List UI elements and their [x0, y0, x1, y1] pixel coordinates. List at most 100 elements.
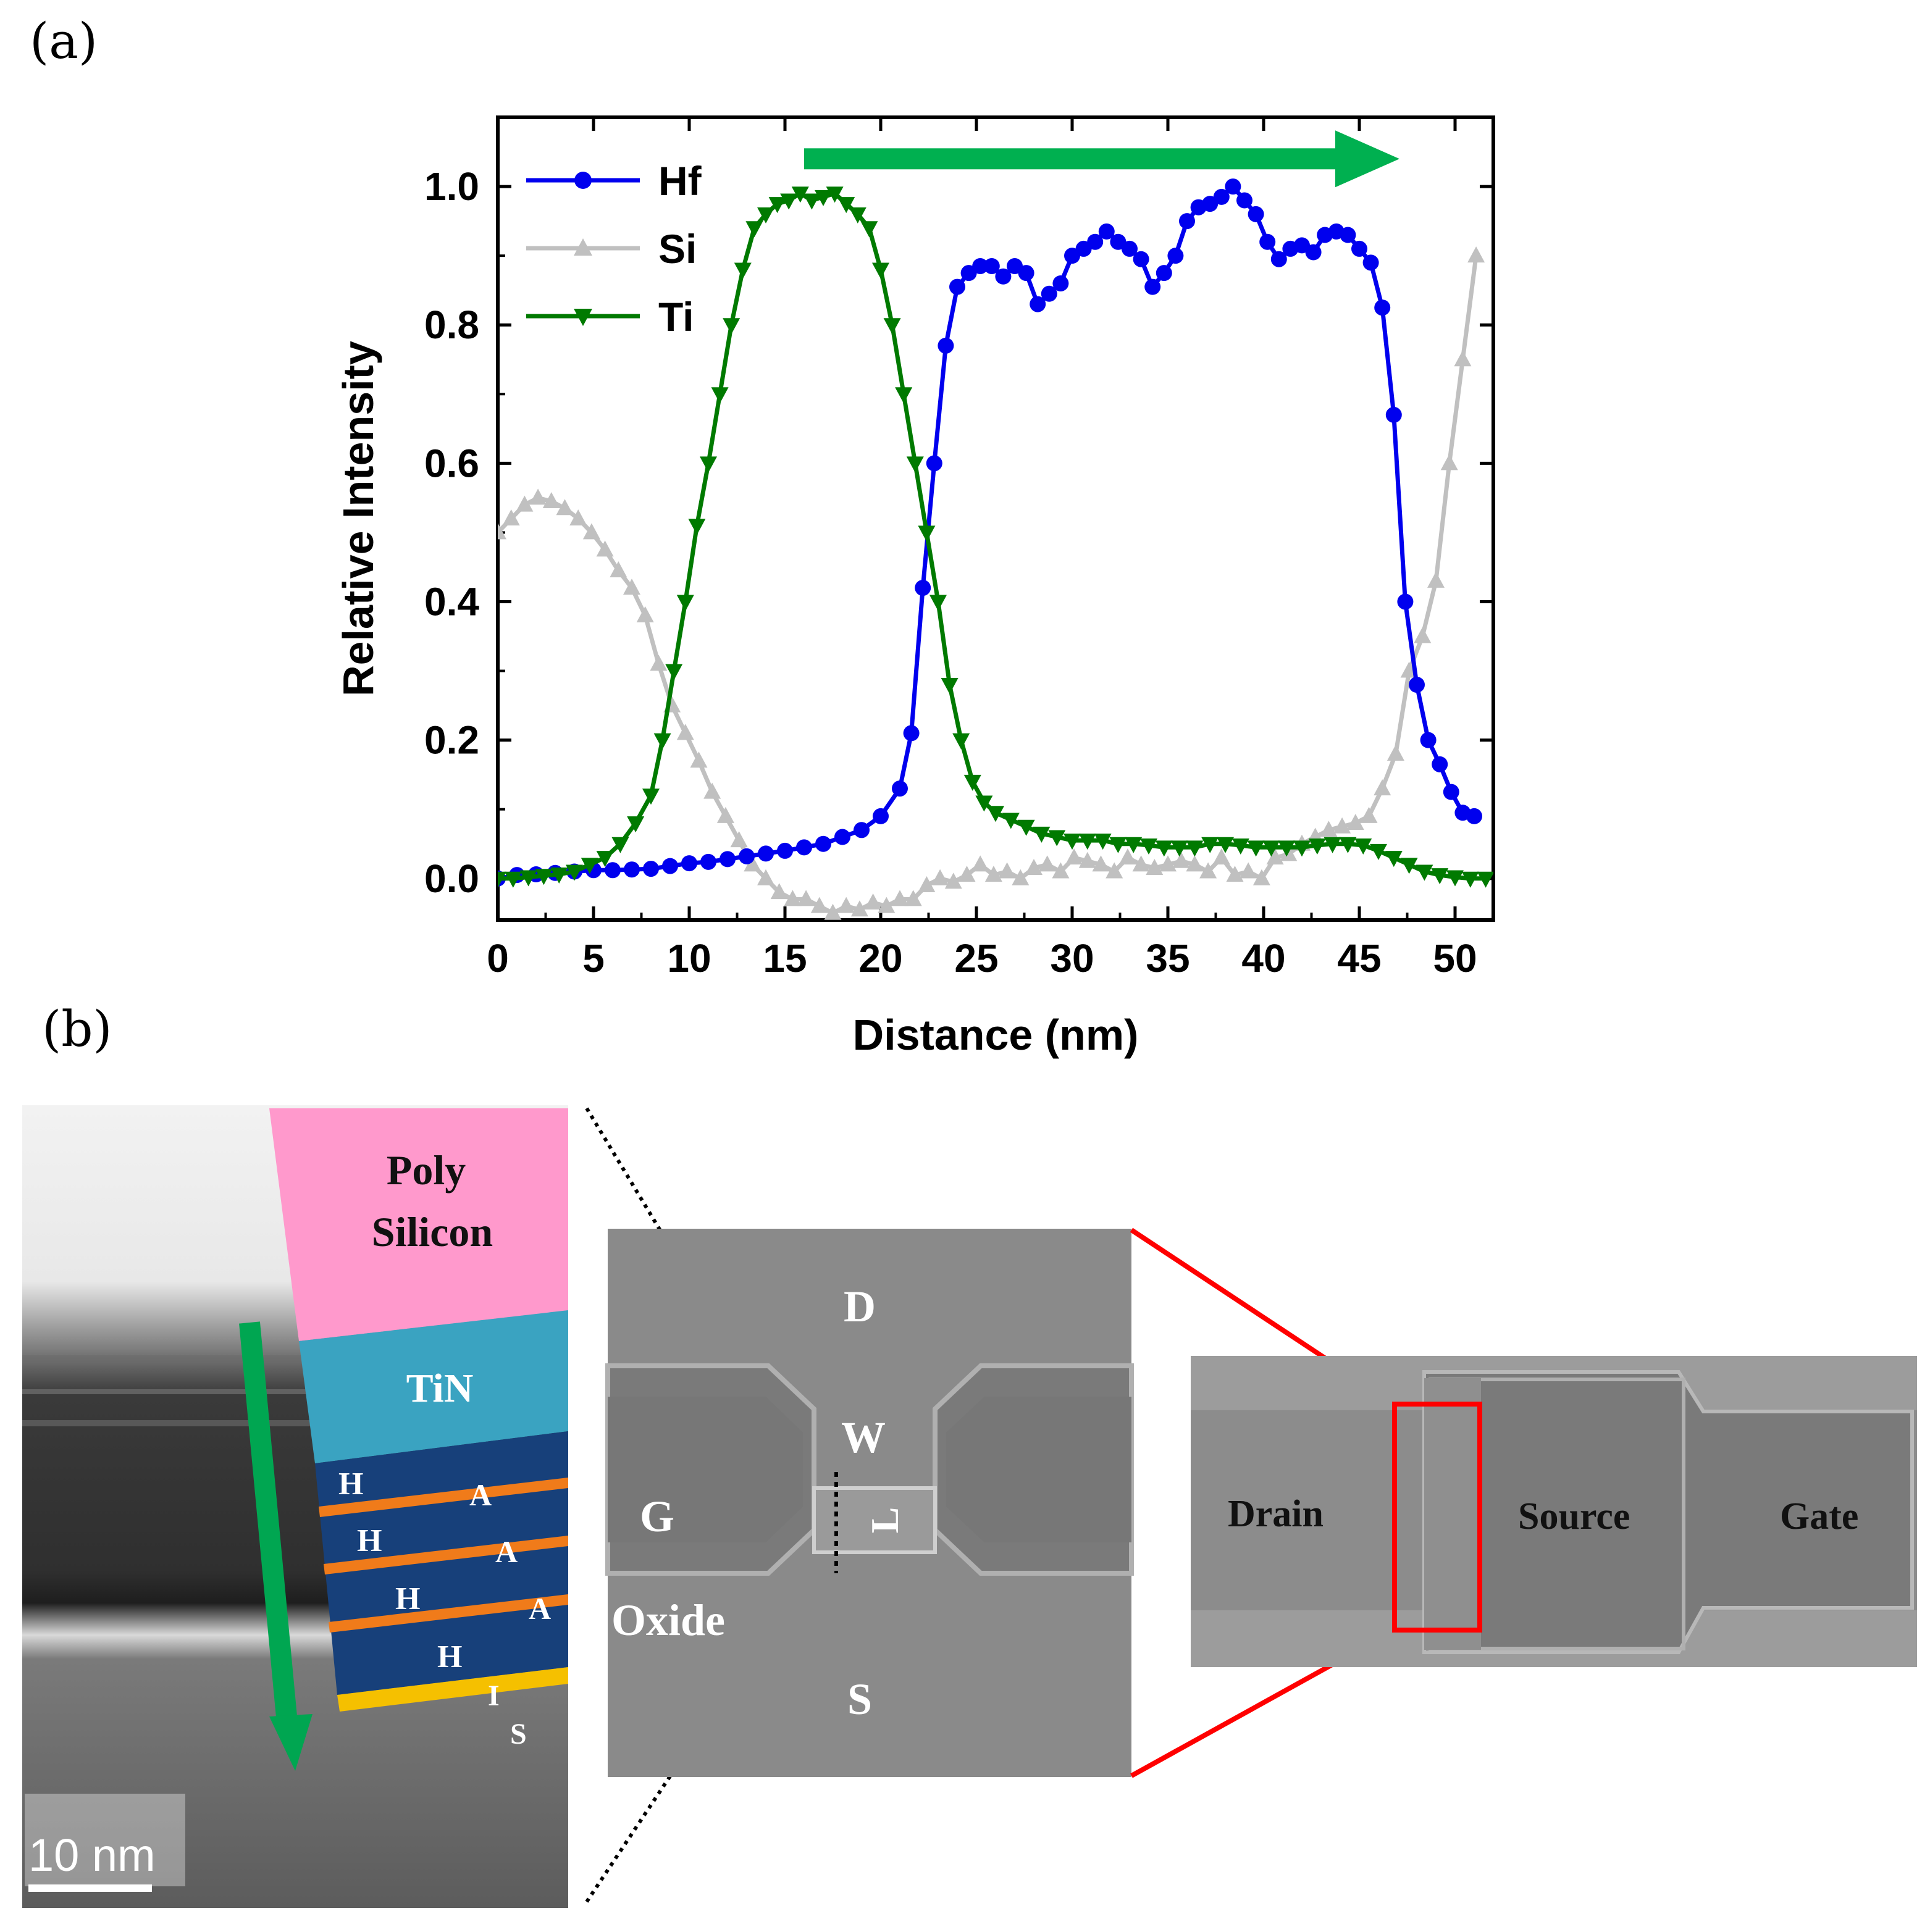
plot-frame — [496, 115, 1495, 922]
data-point-si — [1320, 821, 1338, 837]
y-axis: 0.0 0.2 0.4 0.6 0.8 1.0 — [424, 164, 1493, 901]
layer-h-4: H — [437, 1639, 462, 1675]
data-point-si — [582, 523, 600, 540]
y-tick-label: 0.0 — [424, 856, 479, 901]
data-point-hf — [873, 808, 889, 824]
scale-bar-label: 10 nm — [28, 1830, 156, 1881]
layer-h-3: H — [395, 1581, 420, 1616]
layer-i: I — [488, 1679, 500, 1712]
sem-device-overview: Drain Source Gate — [1191, 1356, 1917, 1667]
data-point-hf — [815, 835, 831, 852]
data-point-hf — [758, 845, 774, 862]
data-point-ti — [1201, 837, 1219, 853]
data-point-ti — [780, 193, 798, 210]
data-point-si — [502, 509, 520, 525]
data-point-si — [569, 509, 587, 525]
interlayer — [337, 1667, 568, 1712]
data-point-si — [1427, 571, 1445, 588]
data-point-ti — [596, 851, 614, 868]
data-point-hf — [949, 278, 965, 295]
data-point-ti — [1416, 864, 1433, 881]
data-point-hf — [662, 858, 678, 874]
data-point-hf — [1248, 206, 1264, 222]
data-point-si — [1186, 855, 1204, 872]
data-point-ti — [826, 186, 844, 203]
poly-label-line2: Silicon — [372, 1208, 493, 1255]
arrow-head — [1335, 130, 1399, 188]
x-tick-label: 20 — [858, 936, 902, 981]
data-point-si — [1440, 454, 1458, 470]
data-point-si — [498, 523, 506, 540]
data-point-ti — [1262, 840, 1280, 857]
y-tick-label: 0.8 — [424, 303, 479, 347]
al2o3-layer-1 — [319, 1478, 568, 1517]
data-point-hf — [605, 862, 621, 879]
data-point-ti — [1231, 838, 1249, 855]
legend: Hf Si Ti — [526, 158, 702, 340]
data-point-si — [1333, 817, 1351, 834]
data-point-ti — [1308, 838, 1326, 855]
data-point-hf — [1385, 406, 1402, 423]
legend-marker-hf — [574, 172, 592, 189]
data-point-hf — [972, 257, 989, 274]
data-point-si — [730, 831, 748, 848]
data-point-ti — [504, 871, 522, 888]
data-point-hf — [1087, 233, 1104, 250]
data-point-ti — [791, 186, 809, 203]
data-point-hf — [1397, 593, 1414, 610]
data-point-ti — [975, 795, 993, 812]
y-tick-label: 0.4 — [424, 579, 479, 624]
data-point-ti — [815, 190, 832, 206]
data-point-si — [636, 606, 654, 622]
data-point-si — [1414, 627, 1432, 643]
data-point-ti — [1033, 826, 1051, 843]
x-tick-label: 25 — [954, 936, 998, 981]
data-point-hf — [1374, 299, 1391, 316]
data-point-hf — [1270, 251, 1287, 267]
data-point-hf — [903, 725, 920, 742]
y-tick-label: 1.0 — [424, 164, 479, 209]
sem-label-drain: Drain — [1228, 1493, 1324, 1535]
data-point-si — [757, 869, 774, 885]
data-point-ti — [941, 677, 959, 694]
layer-s: S — [510, 1718, 527, 1750]
data-point-hf — [796, 839, 812, 856]
data-point-ti — [498, 871, 506, 888]
tem-scan-arrow-head — [269, 1714, 313, 1771]
data-point-hf — [1156, 265, 1172, 282]
data-point-si — [864, 893, 882, 910]
data-point-si — [1172, 851, 1190, 868]
series-si — [498, 246, 1485, 920]
data-point-si — [556, 499, 574, 516]
data-point-ti — [929, 595, 947, 611]
data-point-ti — [653, 733, 671, 750]
data-point-si — [650, 654, 668, 671]
series-line-si — [498, 255, 1479, 916]
data-point-hf — [777, 842, 793, 859]
sem-label-gate: Gate — [1780, 1495, 1858, 1537]
x-tick-label: 35 — [1146, 936, 1189, 981]
data-point-hf — [1409, 676, 1425, 693]
data-point-hf — [1432, 756, 1448, 772]
x-tick-label: 5 — [582, 936, 605, 981]
data-point-si — [1065, 848, 1083, 865]
data-point-ti — [1078, 834, 1096, 850]
data-point-ti — [1002, 813, 1020, 829]
sem-device-closeup: D W G L Oxide S — [605, 1229, 1134, 1777]
layer-h-2: H — [357, 1523, 382, 1558]
scale-bar — [28, 1884, 152, 1892]
data-point-ti — [1370, 843, 1387, 860]
al2o3-layer-3 — [329, 1594, 568, 1633]
data-point-hf — [1236, 192, 1252, 209]
data-point-si — [1266, 848, 1284, 865]
data-point-si — [1052, 862, 1070, 879]
data-point-ti — [1064, 834, 1081, 850]
data-point-si — [1012, 869, 1030, 885]
data-point-ti — [1048, 830, 1066, 847]
data-point-si — [1454, 350, 1472, 367]
data-point-si — [542, 491, 560, 508]
data-point-hf — [1122, 240, 1138, 257]
sem-label-d: D — [844, 1282, 876, 1331]
y-axis-title: Relative Intensity — [334, 341, 382, 696]
